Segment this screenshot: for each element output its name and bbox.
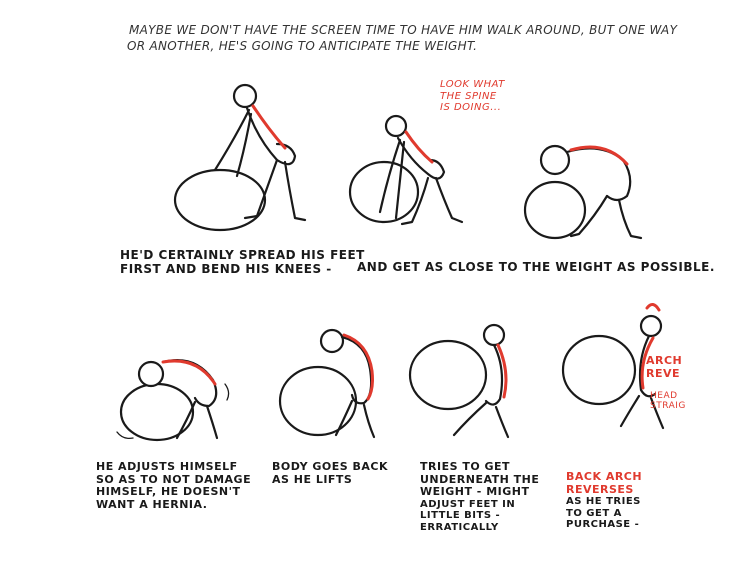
caption-line: TO GET A xyxy=(566,507,622,519)
head-note-line: STRAIG xyxy=(650,401,686,412)
caption-line: TRIES TO GET xyxy=(420,460,511,473)
head-note: HEAD STRAIG xyxy=(650,391,686,412)
caption-line: PURCHASE - xyxy=(566,519,640,531)
caption-line: AND GET AS CLOSE TO the WEIGHT AS POSSIB… xyxy=(357,260,715,274)
arch-note: ARCH REVE xyxy=(646,354,683,380)
caption-panel-5: HE ADJUSTS HIMSELF SO AS TO NOT DAMAGE H… xyxy=(96,460,252,512)
figure-panel-8 xyxy=(561,303,665,430)
figure-panel-6 xyxy=(278,328,376,439)
figure-panel-7 xyxy=(408,323,510,439)
figure-panel-2 xyxy=(348,114,464,226)
caption-line-red: REVERSES xyxy=(566,482,634,496)
caption-panel-8: BACK ARCH REVERSES AS HE TRIES TO GET A … xyxy=(566,470,643,531)
figure-panel-1 xyxy=(173,83,307,232)
caption-line: HIMSELF, HE DOESN'T xyxy=(96,485,241,499)
caption-line-red: BACK ARCH xyxy=(566,470,643,483)
figure-panel-5 xyxy=(116,359,230,442)
caption-panel-6: BODY GOES BACK AS HE LIFTS xyxy=(272,460,389,486)
caption-line: WEIGHT - MIGHT xyxy=(420,485,530,499)
caption-row1-left: HE'D CERTAINLY SPREAD HIS FEET FIRST AND… xyxy=(120,248,365,277)
caption-row1-right: AND GET AS CLOSE TO the WEIGHT AS POSSIB… xyxy=(357,260,715,275)
head-note-line: HEAD xyxy=(650,391,678,401)
caption-line: AS HE TRIES xyxy=(566,496,641,508)
intro-line-2: OR ANOTHER, HE'S GOING TO ANTICIPATE the… xyxy=(127,39,478,53)
caption-line: BODY GOES BACK xyxy=(272,460,389,473)
spine-note: LOOK WHAT THE SPINE IS DOING... xyxy=(440,79,505,114)
caption-line: HE'D CERTAINLY SPREAD HIS FEET xyxy=(120,248,365,262)
intro-line-1: MAYBE WE DON'T HAVE the SCREEN TIME TO H… xyxy=(129,23,678,37)
figure-panel-3 xyxy=(523,144,643,240)
caption-line: ADJUST FEET IN xyxy=(420,498,516,510)
caption-line: AS HE LIFTS xyxy=(272,472,353,486)
arch-note-line: ARCH xyxy=(646,354,683,367)
caption-line: UNDERNEATH the xyxy=(420,472,540,486)
spine-note-line: LOOK WHAT xyxy=(440,79,505,90)
caption-line: SO AS TO NOT DAMAGE xyxy=(96,472,252,486)
caption-line: ERRATICALLY xyxy=(420,521,499,533)
caption-panel-7: TRIES TO GET UNDERNEATH the WEIGHT - MIG… xyxy=(420,460,540,533)
caption-line: WANT A HERNIA. xyxy=(96,497,208,511)
caption-line: HE ADJUSTS HIMSELF xyxy=(96,460,238,473)
spine-note-line: IS DOING... xyxy=(440,102,502,113)
spine-note-line: THE SPINE xyxy=(440,90,497,102)
caption-line: FIRST AND BEND HIS KNEES - xyxy=(120,261,332,276)
arch-note-line: REVE xyxy=(646,366,681,380)
caption-line: LITTLE BITS - xyxy=(420,510,501,522)
